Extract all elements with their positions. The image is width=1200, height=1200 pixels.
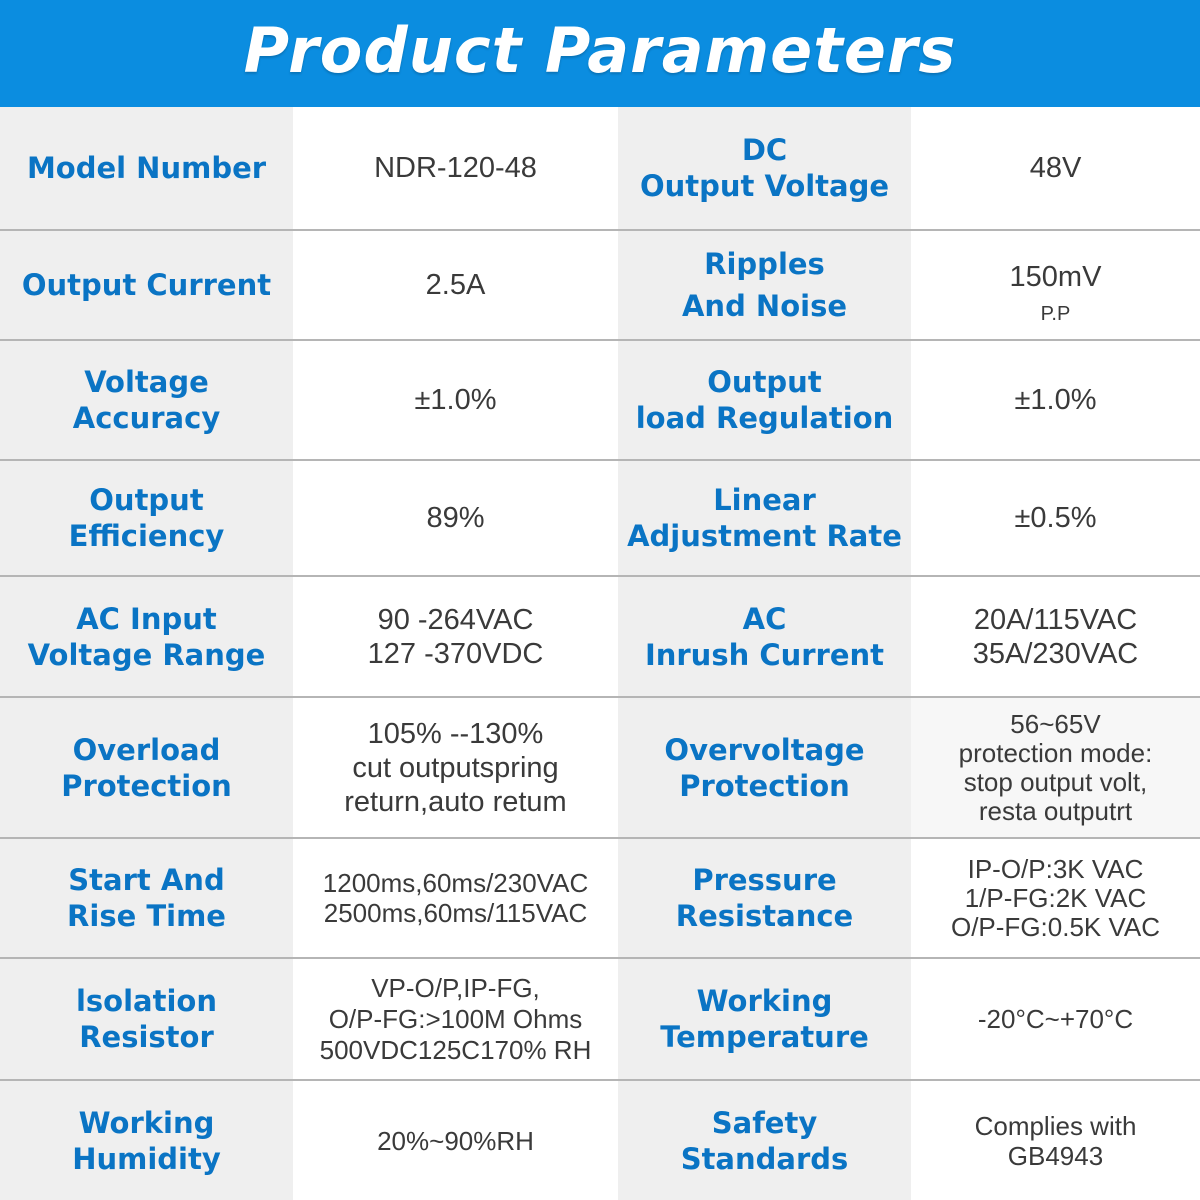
param-label-cell: Working Humidity bbox=[0, 1081, 293, 1200]
param-value: 20A/115VAC 35A/230VAC bbox=[972, 603, 1139, 670]
param-value-cell: 90 -264VAC 127 -370VDC bbox=[293, 577, 618, 696]
table-row: Working Humidity 20%~90%RH Safety Standard… bbox=[0, 1081, 1200, 1200]
param-value: 56~65V protection mode: stop output volt, r… bbox=[958, 708, 1153, 826]
param-label: Overvoltage Protection bbox=[664, 732, 865, 803]
param-label-cell: Overload Protection bbox=[0, 698, 293, 837]
param-value-cell: 2.5A bbox=[293, 231, 618, 339]
param-label: Working Humidity bbox=[72, 1105, 221, 1176]
param-label: Pressure Resistance bbox=[675, 863, 854, 933]
param-label: Voltage Accuracy bbox=[72, 365, 221, 435]
param-label: Safety Standards bbox=[680, 1105, 849, 1176]
param-value: 20%~90%RH bbox=[377, 1125, 534, 1156]
param-label: Output Efficiency bbox=[68, 483, 225, 553]
param-value: 2.5A bbox=[425, 269, 486, 301]
table-row: Model Number NDR-120-48 DC Output Voltage… bbox=[0, 107, 1200, 231]
param-label: Output Current bbox=[21, 268, 272, 302]
param-label-cell: Safety Standards bbox=[618, 1081, 911, 1200]
param-label-cell: Output load Regulation bbox=[618, 341, 911, 459]
param-value-cell: 20%~90%RH bbox=[293, 1081, 618, 1200]
param-label-cell: lsolation Resistor bbox=[0, 959, 293, 1079]
parameters-table: Model Number NDR-120-48 DC Output Voltage… bbox=[0, 107, 1200, 1200]
page-title: Product Parameters bbox=[243, 14, 957, 87]
param-value: IP-O/P:3K VAC 1/P-FG:2K VAC O/P-FG:0.5K VA… bbox=[950, 853, 1160, 942]
param-value-cell: IP-O/P:3K VAC 1/P-FG:2K VAC O/P-FG:0.5K VA… bbox=[911, 839, 1200, 957]
param-label-cell: AC Inrush Current bbox=[618, 577, 911, 696]
table-row: Voltage Accuracy ±1.0% Output load Regulat… bbox=[0, 341, 1200, 461]
table-row: AC Input Voltage Range 90 -264VAC 127 -370… bbox=[0, 577, 1200, 698]
param-label-cell: AC Input Voltage Range bbox=[0, 577, 293, 696]
param-label: Working Temperature bbox=[660, 984, 869, 1054]
table-row: lsolation Resistor VP-O/P,IP-FG, O/P-FG:>1… bbox=[0, 959, 1200, 1081]
table-row: Start And Rise Time 1200ms,60ms/230VAC 250… bbox=[0, 839, 1200, 959]
param-value-cell: 56~65V protection mode: stop output volt, r… bbox=[911, 698, 1200, 837]
param-label-cell: Output Current bbox=[0, 231, 293, 339]
param-label: Output load Regulation bbox=[635, 365, 894, 435]
param-value: 89% bbox=[426, 502, 485, 534]
param-value-cell: VP-O/P,IP-FG, O/P-FG:>100M Ohms 500VDC125C… bbox=[293, 959, 618, 1079]
param-value-cell: Complies with GB4943 bbox=[911, 1081, 1200, 1200]
table-row: Output Efficiency 89% Linear Adjustment Ra… bbox=[0, 461, 1200, 577]
param-label-cell: Model Number bbox=[0, 107, 293, 229]
param-value: 150mV P.P bbox=[1009, 260, 1102, 325]
param-label: AC Input Voltage Range bbox=[27, 601, 266, 672]
param-value-cell: 105% --130% cut outputspring return,auto r… bbox=[293, 698, 618, 837]
param-label-cell: Working Temperature bbox=[618, 959, 911, 1079]
param-value-cell: ±1.0% bbox=[911, 341, 1200, 459]
param-value-cell: NDR-120-48 bbox=[293, 107, 618, 229]
param-value: ±1.0% bbox=[414, 384, 497, 416]
param-value-cell: 89% bbox=[293, 461, 618, 575]
param-value: NDR-120-48 bbox=[374, 152, 537, 184]
param-label-cell: Voltage Accuracy bbox=[0, 341, 293, 459]
param-value: ±1.0% bbox=[1014, 384, 1097, 416]
param-label: lsolation Resistor bbox=[75, 984, 217, 1054]
param-value: -20°C~+70°C bbox=[977, 1004, 1134, 1034]
param-value-cell: 150mV P.P bbox=[911, 231, 1200, 339]
param-value-cell: ±0.5% bbox=[911, 461, 1200, 575]
param-label: Start And Rise Time bbox=[67, 863, 226, 933]
param-label-cell: Pressure Resistance bbox=[618, 839, 911, 957]
table-row: Overload Protection 105% --130% cut output… bbox=[0, 698, 1200, 839]
param-value-cell: -20°C~+70°C bbox=[911, 959, 1200, 1079]
param-value-cell: ±1.0% bbox=[293, 341, 618, 459]
param-value: 1200ms,60ms/230VAC 2500ms,60ms/115VAC bbox=[322, 868, 589, 928]
param-label-cell: Linear Adjustment Rate bbox=[618, 461, 911, 575]
param-label: Model Number bbox=[26, 151, 267, 185]
param-label: DC Output Voltage bbox=[639, 133, 890, 203]
param-value-cell: 1200ms,60ms/230VAC 2500ms,60ms/115VAC bbox=[293, 839, 618, 957]
param-label-cell: Start And Rise Time bbox=[0, 839, 293, 957]
param-value: 48V bbox=[1029, 152, 1082, 184]
param-label-cell: Output Efficiency bbox=[0, 461, 293, 575]
param-value: 90 -264VAC 127 -370VDC bbox=[367, 603, 544, 670]
param-value: Complies with GB4943 bbox=[974, 1110, 1137, 1171]
param-label-cell: DC Output Voltage bbox=[618, 107, 911, 229]
param-label: Ripples And Noise bbox=[681, 247, 847, 323]
table-row: Output Current 2.5A Ripples And Noise 150… bbox=[0, 231, 1200, 341]
header-banner: Product Parameters bbox=[0, 0, 1200, 107]
param-label-cell: Ripples And Noise bbox=[618, 231, 911, 339]
param-label: Linear Adjustment Rate bbox=[627, 483, 902, 553]
param-label: Overload Protection bbox=[61, 732, 232, 803]
param-value: 105% --130% cut outputspring return,auto r… bbox=[344, 717, 567, 818]
param-label-cell: Overvoltage Protection bbox=[618, 698, 911, 837]
param-value: VP-O/P,IP-FG, O/P-FG:>100M Ohms 500VDC125C… bbox=[319, 972, 592, 1065]
param-label: AC Inrush Current bbox=[644, 601, 885, 672]
param-value: ±0.5% bbox=[1014, 502, 1097, 534]
param-value-cell: 20A/115VAC 35A/230VAC bbox=[911, 577, 1200, 696]
param-value-cell: 48V bbox=[911, 107, 1200, 229]
